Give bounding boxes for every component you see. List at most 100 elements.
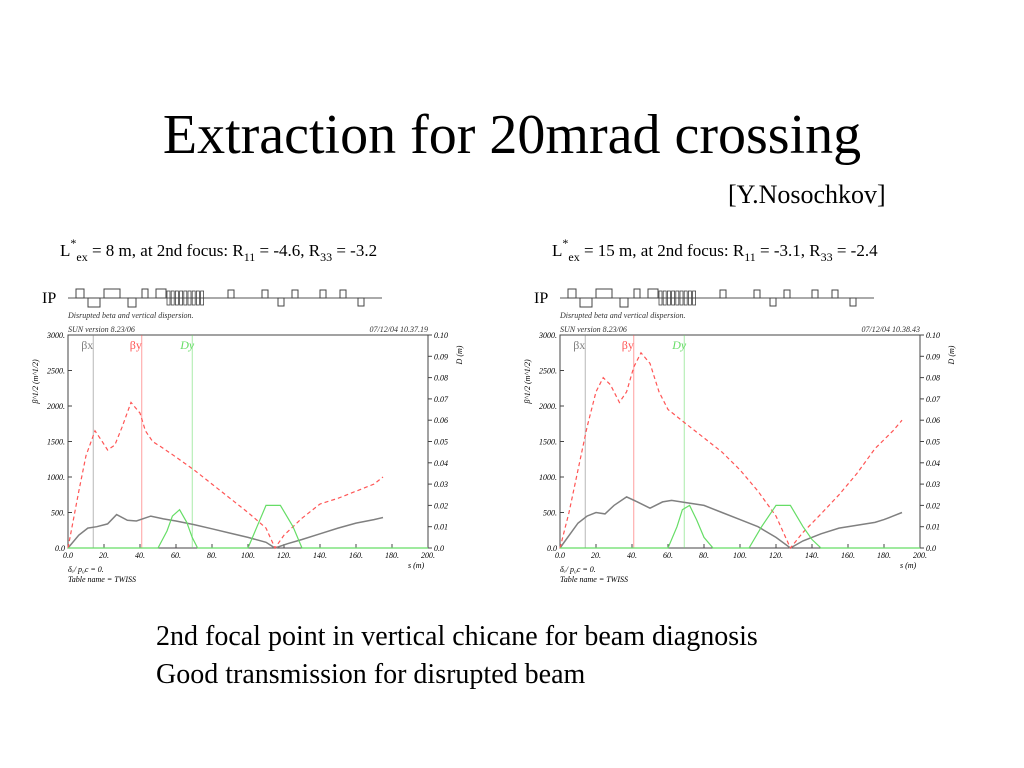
y2-tick-label: 0.07 (926, 395, 941, 404)
chart-version: SUN version 8.23/06 (560, 325, 627, 334)
chart-timestamp: 07/12/04 10.38.43 (862, 325, 920, 334)
series-line-βx (67, 513, 384, 549)
y2-tick-label: 0.04 (926, 459, 940, 468)
lattice-magnet (155, 288, 167, 299)
legend-entry: βy (622, 338, 634, 352)
chart-version: SUN version 8.23/06 (68, 325, 135, 334)
y-tick-label: 1500. (47, 438, 65, 447)
lattice-quad (658, 290, 663, 306)
y-tick-label: 500. (51, 509, 65, 518)
legend-entry: Dy (671, 338, 687, 352)
y2-axis-label: D (m) (455, 345, 464, 365)
y-tick-label: 1000. (539, 473, 557, 482)
y2-tick-label: 0.01 (434, 523, 448, 532)
y2-axis-label: D (m) (947, 345, 956, 365)
lattice-magnet (753, 289, 761, 299)
chart-footer: δₑ/ p₀c = 0. (68, 565, 104, 574)
lattice-magnet (277, 297, 285, 307)
chart-caption: Disrupted beta and vertical dispersion. (67, 311, 194, 320)
lattice-magnet (719, 289, 727, 299)
lattice-magnet (339, 289, 347, 299)
optics-chart-svg-left: L*ex = 8 m, at 2nd focus: R11 = -4.6, R3… (31, 236, 464, 584)
y2-tick-label: 0.03 (926, 480, 940, 489)
optics-chart-left: L*ex = 8 m, at 2nd focus: R11 = -4.6, R3… (30, 228, 470, 598)
author-credit: [Y.Nosochkov] (728, 180, 886, 209)
lattice-magnet (357, 297, 365, 307)
x-tick-label: 140. (313, 551, 327, 560)
series-line-Dy (560, 504, 920, 549)
x-tick-label: 40. (135, 551, 145, 560)
x-tick-label: 20. (591, 551, 601, 560)
optics-chart-right: L*ex = 15 m, at 2nd focus: R11 = -3.1, R… (522, 228, 962, 598)
lattice-ip-label: IP (534, 290, 548, 307)
y-tick-label: 2500. (539, 367, 557, 376)
y2-tick-label: 0.10 (434, 331, 448, 340)
chart-heading: L*ex = 15 m, at 2nd focus: R11 = -3.1, R… (552, 236, 878, 264)
y-tick-label: 3000. (538, 331, 557, 340)
x-tick-label: 140. (805, 551, 819, 560)
x-axis-label: s (m) (408, 561, 425, 570)
lattice-quad (183, 290, 188, 306)
legend-entry: βx (81, 338, 93, 352)
lattice-quad (170, 290, 175, 306)
x-tick-label: 20. (99, 551, 109, 560)
y2-tick-label: 0.08 (434, 374, 448, 383)
lattice-magnet (103, 288, 121, 299)
series-line-βx (559, 496, 903, 549)
y-tick-label: 0.0 (55, 544, 65, 553)
bullet-item: Good transmission for disrupted beam (156, 659, 586, 690)
optics-chart-svg-right: L*ex = 15 m, at 2nd focus: R11 = -3.1, R… (523, 236, 956, 584)
y2-tick-label: 0.06 (434, 416, 448, 425)
x-tick-label: 0.0 (63, 551, 73, 560)
lattice-magnet (783, 289, 791, 299)
chart-caption: Disrupted beta and vertical dispersion. (559, 311, 686, 320)
x-tick-label: 160. (841, 551, 855, 560)
x-tick-label: 100. (733, 551, 747, 560)
x-tick-label: 200. (421, 551, 435, 560)
y-tick-label: 500. (543, 509, 557, 518)
chart-footer: Table name = TWISS (68, 575, 136, 584)
lattice-quad (675, 290, 680, 306)
lattice-magnet (127, 297, 137, 308)
y2-tick-label: 0.06 (926, 416, 940, 425)
lattice-quad (679, 290, 684, 306)
x-tick-label: 100. (241, 551, 255, 560)
bullet-item: 2nd focal point in vertical chicane for … (156, 621, 758, 652)
y-tick-label: 2500. (47, 367, 65, 376)
y2-tick-label: 0.0 (926, 544, 936, 553)
lattice-quad (687, 290, 692, 306)
lattice-ip-label: IP (42, 290, 56, 307)
y-tick-label: 1500. (539, 438, 557, 447)
x-tick-label: 120. (769, 551, 783, 560)
lattice-magnet (647, 288, 659, 299)
y2-tick-label: 0.04 (434, 459, 448, 468)
x-tick-label: 80. (207, 551, 217, 560)
y-axis-label: β^1/2 (m^1/2) (31, 359, 40, 405)
lattice-magnet (141, 288, 149, 299)
y-tick-label: 1000. (47, 473, 65, 482)
lattice-magnet (811, 289, 819, 299)
chart-timestamp: 07/12/04 10.37.19 (370, 325, 428, 334)
y2-tick-label: 0.08 (926, 374, 940, 383)
slide-title: Extraction for 20mrad crossing (162, 104, 862, 166)
lattice-quad (200, 290, 205, 306)
chart-footer: δₑ/ p₀c = 0. (560, 565, 596, 574)
legend-entry: βy (130, 338, 142, 352)
series-line-βy (559, 351, 903, 550)
y2-tick-label: 0.09 (434, 352, 448, 361)
lattice-magnet (769, 297, 777, 307)
lattice-magnet (319, 289, 327, 299)
y2-tick-label: 0.01 (926, 523, 940, 532)
legend-entry: βx (573, 338, 585, 352)
lattice-magnet (831, 289, 839, 299)
lattice-magnet (261, 289, 269, 299)
y2-tick-label: 0.09 (926, 352, 940, 361)
y-tick-label: 2000. (47, 402, 65, 411)
x-tick-label: 180. (877, 551, 891, 560)
lattice-magnet (619, 297, 629, 308)
x-tick-label: 180. (385, 551, 399, 560)
lattice-quad (683, 290, 688, 306)
lattice-magnet (567, 288, 577, 299)
y2-tick-label: 0.0 (434, 544, 444, 553)
lattice-magnet (579, 297, 593, 308)
